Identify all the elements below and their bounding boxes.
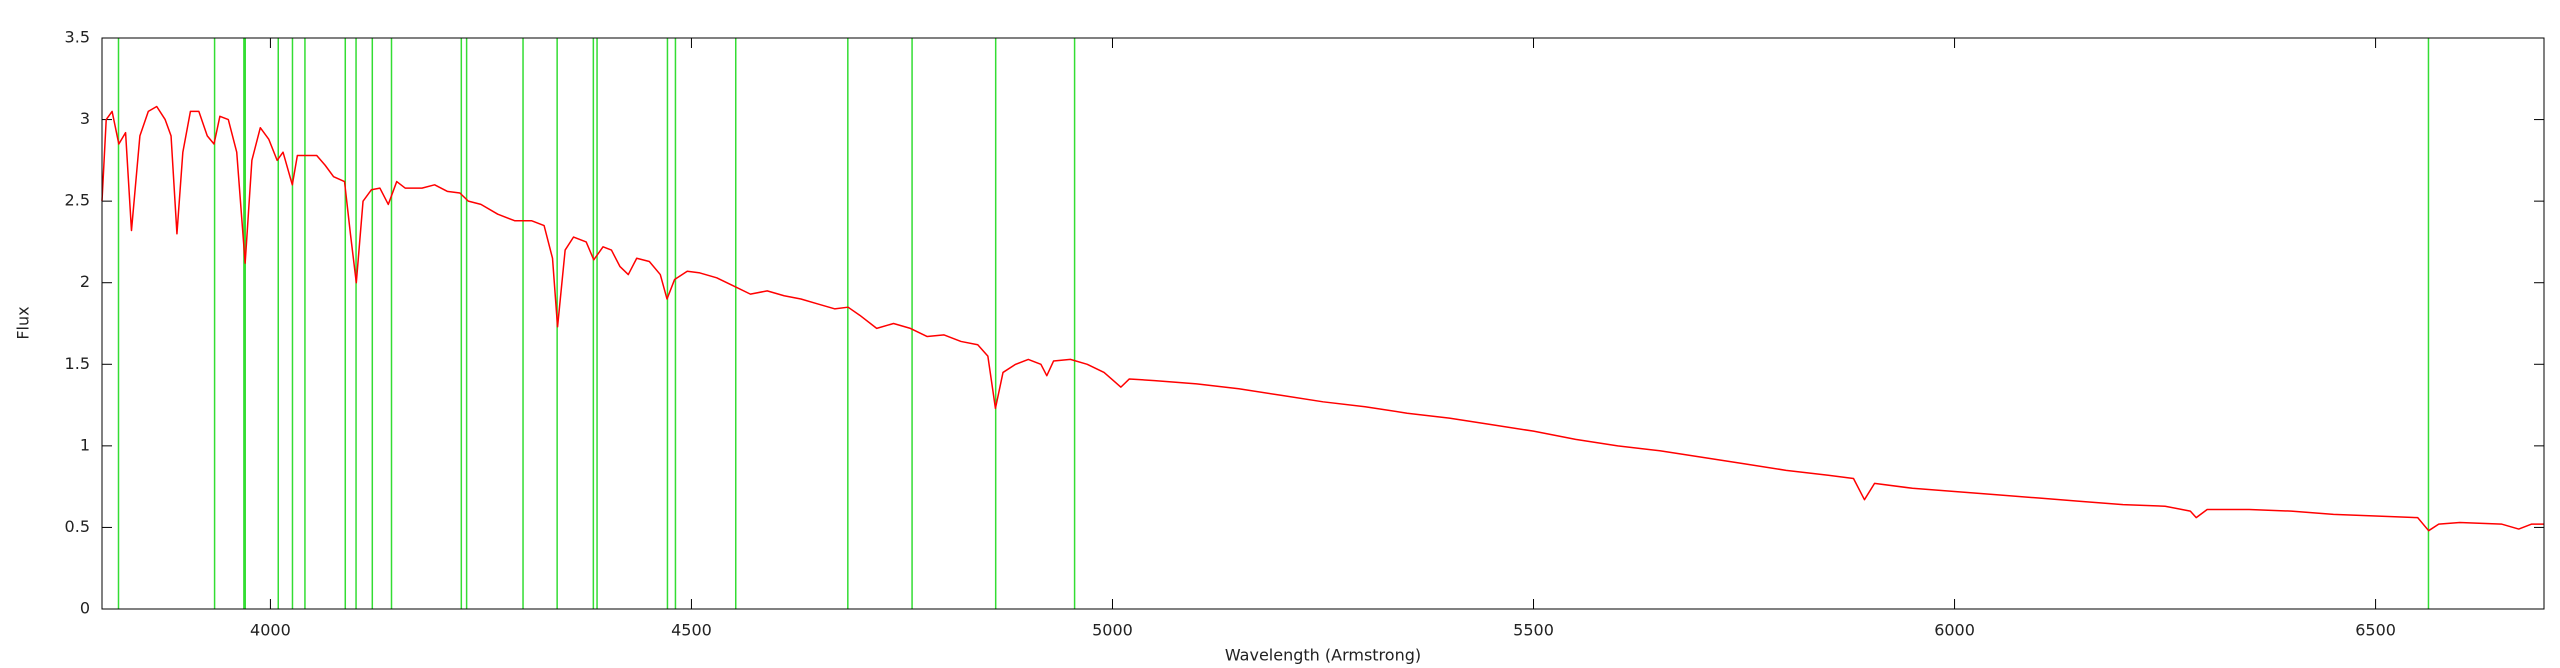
x-tick-label: 6500 bbox=[2355, 621, 2396, 640]
y-tick-label: 0 bbox=[80, 599, 90, 618]
y-axis-label: Flux bbox=[14, 306, 33, 339]
y-tick-label: 3.5 bbox=[65, 28, 90, 47]
x-tick-label: 4000 bbox=[250, 621, 291, 640]
plot-frame bbox=[101, 37, 2545, 610]
spectrum-line bbox=[101, 105, 2544, 532]
x-tick-label: 5000 bbox=[1092, 621, 1133, 640]
x-tick-label: 4500 bbox=[671, 621, 712, 640]
y-tick-label: 3 bbox=[80, 109, 90, 128]
y-tick-label: 1 bbox=[80, 435, 90, 454]
y-tick-label: 2 bbox=[80, 272, 90, 291]
x-tick-label: 5500 bbox=[1513, 621, 1554, 640]
y-tick-label: 1.5 bbox=[65, 354, 90, 373]
y-tick-label: 0.5 bbox=[65, 517, 90, 536]
y-tick-label: 2.5 bbox=[65, 191, 90, 210]
x-tick-label: 6000 bbox=[1934, 621, 1975, 640]
x-axis-label: Wavelength (Armstrong) bbox=[1225, 646, 1421, 665]
